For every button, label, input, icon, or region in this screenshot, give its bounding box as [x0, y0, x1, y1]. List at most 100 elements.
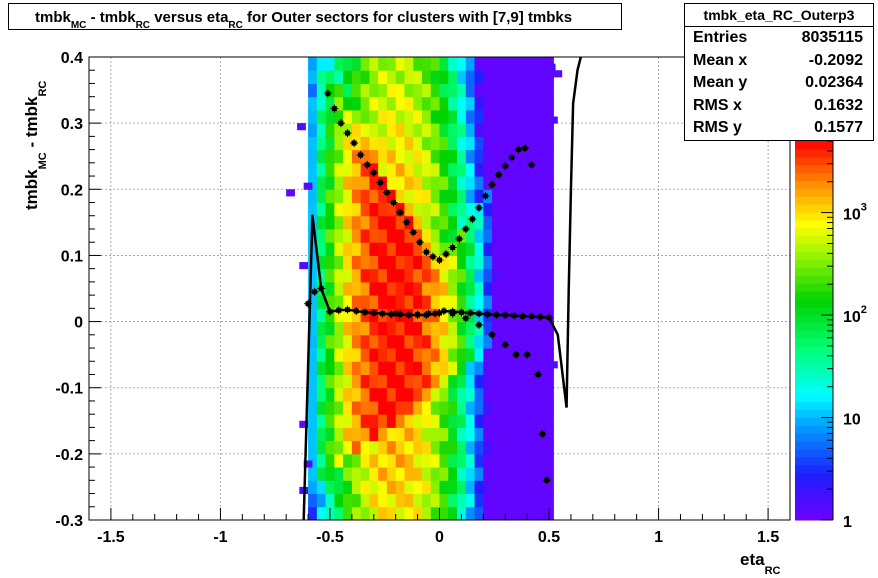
heat-cell	[492, 321, 502, 336]
heat-cell	[308, 453, 318, 468]
heat-cell	[492, 255, 502, 270]
heat-cell	[369, 440, 379, 455]
heat-cell	[527, 440, 537, 455]
heat-cell	[386, 228, 397, 243]
heat-cell	[483, 348, 493, 362]
heat-cell	[421, 334, 432, 349]
heat-cell	[325, 427, 335, 442]
heat-cell	[308, 387, 318, 402]
heat-cell	[334, 453, 344, 468]
upper-branch-point	[443, 251, 449, 257]
heat-cell	[483, 321, 493, 336]
heat-cell	[448, 83, 458, 98]
heat-cell	[369, 493, 379, 508]
heat-cell	[474, 149, 484, 164]
heat-cell	[413, 176, 423, 190]
mean-profile-point	[458, 309, 464, 315]
heat-cell	[465, 414, 476, 428]
heat-cell	[316, 295, 327, 309]
heat-cell	[544, 136, 554, 151]
heat-cell	[518, 255, 528, 270]
heat-cell	[334, 414, 344, 428]
heat-cell	[430, 453, 440, 468]
x-tick-label: 0.5	[538, 529, 560, 546]
heat-cell	[351, 215, 362, 230]
heat-cell	[457, 242, 467, 256]
color-scale-band	[795, 148, 833, 158]
heat-cell	[343, 268, 353, 283]
heat-cell	[386, 202, 397, 217]
heat-cell	[483, 506, 493, 520]
heat-cell	[386, 215, 397, 230]
heat-cell	[334, 295, 344, 309]
heat-cell	[325, 176, 335, 190]
heat-cell	[474, 427, 484, 442]
heat-cell	[360, 467, 370, 481]
heat-cell	[360, 334, 370, 349]
heat-cell	[404, 321, 414, 336]
heat-cell	[439, 70, 449, 84]
heat-cell	[360, 361, 370, 375]
heat-cell	[404, 361, 414, 375]
heat-cell	[430, 440, 440, 455]
heat-cell	[474, 440, 484, 455]
heat-cell	[325, 374, 335, 389]
heat-cell	[325, 70, 335, 84]
heat-cell	[404, 189, 414, 204]
heat-cell	[439, 467, 449, 481]
heat-cell	[527, 414, 537, 428]
heat-cell	[413, 242, 423, 256]
heat-cell	[492, 57, 502, 71]
color-scale-band	[795, 180, 833, 189]
heat-cell	[448, 136, 458, 151]
heat-cell	[325, 255, 335, 270]
heat-cell	[378, 467, 388, 481]
heat-cell	[430, 374, 440, 389]
heat-cell	[316, 440, 327, 455]
heat-cell	[430, 255, 440, 270]
heat-cell	[386, 427, 397, 442]
heat-cell	[421, 400, 432, 415]
heat-cell	[474, 506, 484, 520]
heat-cell	[413, 268, 423, 283]
heat-cell	[457, 136, 467, 151]
heat-cell	[378, 480, 388, 495]
heat-cell	[527, 387, 537, 402]
outlier-cell	[286, 189, 295, 197]
heat-cell	[421, 480, 432, 495]
heat-cell	[500, 255, 511, 270]
mean-profile-point	[441, 308, 447, 314]
heat-cell	[360, 202, 370, 217]
heat-cell	[404, 228, 414, 243]
heat-cell	[351, 202, 362, 217]
heat-cell	[386, 109, 397, 124]
heat-cell	[316, 57, 327, 71]
x-tick-label: -1	[213, 529, 227, 546]
heat-cell	[544, 321, 554, 336]
heat-cell	[360, 400, 370, 415]
heat-cell	[518, 493, 528, 508]
heat-cell	[430, 83, 440, 98]
y-tick-label: -0.1	[55, 381, 83, 398]
heat-cell	[448, 400, 458, 415]
heat-cell	[421, 96, 432, 111]
heat-cell	[395, 176, 405, 190]
heat-cell	[308, 400, 318, 415]
heat-cell	[395, 70, 405, 84]
heat-cell	[535, 281, 546, 296]
heat-cell	[509, 414, 519, 428]
heat-cell	[316, 109, 327, 124]
stats-row-rms-y: RMS y 0.1577	[693, 119, 863, 137]
heat-cell	[492, 215, 502, 230]
heat-cell	[404, 453, 414, 468]
heat-cell	[483, 123, 493, 137]
heat-cell	[500, 215, 511, 230]
heat-cell	[439, 440, 449, 455]
heat-cell	[334, 374, 344, 389]
heat-cell	[518, 215, 528, 230]
heat-cell	[474, 414, 484, 428]
heat-cell	[343, 348, 353, 362]
heat-cell	[448, 255, 458, 270]
heat-cell	[325, 387, 335, 402]
heat-cell	[351, 467, 362, 481]
